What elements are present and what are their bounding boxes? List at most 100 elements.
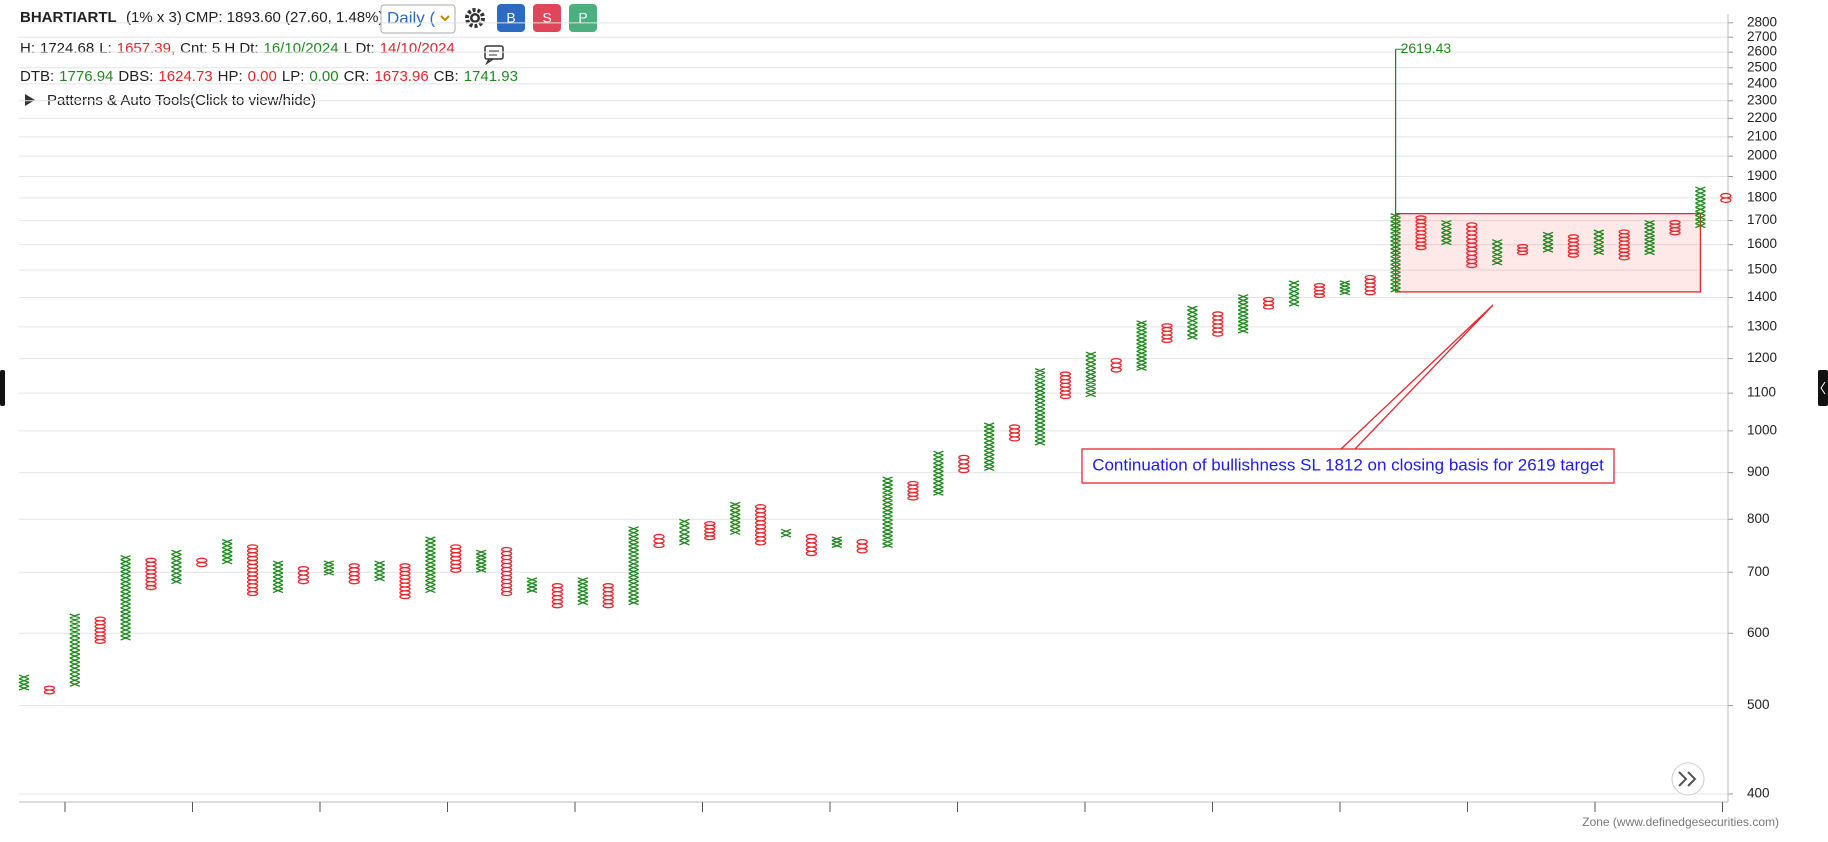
action-button-label: S [542, 10, 551, 26]
x-column [120, 554, 131, 641]
stats-row: DTB: 1776.94 DBS: 1624.73 HP: 0.00 LP: 0.00 CR: 1… [20, 68, 518, 85]
x-column [780, 528, 792, 538]
annotation-callout [1340, 304, 1494, 450]
y-tick-label: 1000 [1747, 422, 1777, 437]
action-button[interactable] [533, 4, 561, 32]
x-column [1339, 280, 1351, 296]
stat-item: HP: [218, 68, 243, 85]
o-column [1262, 296, 1275, 310]
y-tick-label: 2300 [1747, 92, 1777, 107]
stat-item: 1776.94 [59, 68, 113, 85]
stat-item: 14/10/2024 [380, 40, 455, 57]
x-column [1644, 219, 1655, 256]
o-column [94, 616, 106, 644]
dropdown-arrow [440, 15, 450, 22]
left-panel-tab[interactable] [0, 370, 5, 406]
scroll-button[interactable] [1671, 762, 1705, 796]
o-column [399, 563, 411, 600]
o-column [246, 544, 259, 597]
o-column [704, 521, 716, 541]
x-column [882, 476, 893, 549]
y-tick-label: 800 [1747, 511, 1770, 526]
x-column [1593, 229, 1605, 256]
o-column [1212, 311, 1224, 337]
y-tick-label: 500 [1747, 697, 1770, 712]
o-column [450, 544, 462, 573]
stat-item: 16/10/2024 [264, 40, 339, 57]
y-tick-label: 2100 [1747, 128, 1777, 143]
o-column [348, 563, 360, 585]
y-tick-label: 1300 [1747, 318, 1777, 333]
x-column [323, 560, 335, 576]
o-column [43, 685, 56, 695]
y-tick-label: 1200 [1747, 350, 1777, 365]
stat-item: Cnt: 5 H Dt: [180, 40, 258, 57]
y-tick-label: 1700 [1747, 212, 1777, 227]
o-column [297, 565, 310, 585]
stat-item: H: [20, 40, 35, 57]
o-column [1110, 357, 1122, 373]
stat-item: 1657.39, [117, 40, 175, 57]
comment-icon[interactable] [484, 45, 504, 66]
o-column [145, 557, 157, 591]
action-button-label: P [578, 10, 587, 26]
stat-item: 0.00 [248, 68, 277, 85]
x-column [475, 549, 487, 573]
stat-item: 0.00 [309, 68, 338, 85]
action-button[interactable] [497, 4, 525, 32]
x-column [679, 518, 690, 546]
footer: Zone (www.definedgesecurities.com) [1582, 815, 1779, 829]
timeframe-text: Daily ( [387, 8, 436, 27]
o-column [1618, 229, 1630, 261]
y-tick-label: 2500 [1747, 59, 1777, 74]
x-column [1136, 320, 1147, 371]
right-tab-arrow [1820, 381, 1826, 395]
x-column [1542, 231, 1554, 253]
annotation-box [1081, 448, 1615, 484]
x-column [526, 577, 538, 594]
x-column [1441, 219, 1452, 246]
x-column [983, 422, 995, 472]
cmp: CMP: 1893.60 (27.60, 1.48%) [185, 9, 383, 26]
expand-triangle[interactable] [25, 94, 35, 106]
o-column [1008, 424, 1021, 442]
x-column [729, 501, 741, 536]
x-column [272, 560, 284, 594]
o-column [1415, 215, 1427, 251]
y-tick-label: 1400 [1747, 289, 1777, 304]
timeframe-select[interactable] [380, 4, 456, 34]
stat-item: DBS: [118, 68, 153, 85]
stat-item: CB: [434, 68, 459, 85]
x-column [1695, 186, 1706, 229]
y-tick-label: 1800 [1747, 189, 1777, 204]
action-button[interactable] [569, 4, 597, 32]
stats-row: H: 1724.68 L: 1657.39, Cnt: 5 H Dt: 16/10/202… [20, 40, 455, 57]
stat-item: CR: [344, 68, 370, 85]
x-column [1390, 213, 1401, 293]
x-column [1491, 239, 1503, 266]
x-column [18, 674, 30, 691]
o-column [958, 454, 970, 474]
y-tick-label: 1500 [1747, 262, 1777, 277]
right-panel-tab[interactable] [1818, 370, 1828, 406]
y-tick-label: 900 [1747, 464, 1770, 479]
o-column [754, 504, 767, 546]
o-column [500, 546, 513, 597]
x-column [1237, 294, 1249, 334]
stat-item: 1724.68 [40, 40, 94, 57]
x-column [1034, 368, 1046, 446]
y-tick-label: 2800 [1747, 14, 1777, 29]
settings-icon[interactable] [465, 8, 485, 28]
x-column [69, 613, 81, 687]
o-column [805, 533, 818, 557]
o-column [1720, 192, 1732, 203]
o-column [1567, 234, 1580, 258]
stat-item: 1673.96 [374, 68, 428, 85]
x-column [221, 539, 233, 565]
y-tick-label: 2700 [1747, 29, 1777, 44]
o-column [551, 583, 564, 609]
y-tick-label: 400 [1747, 786, 1770, 801]
o-column [1313, 282, 1326, 299]
x-column [628, 526, 639, 606]
